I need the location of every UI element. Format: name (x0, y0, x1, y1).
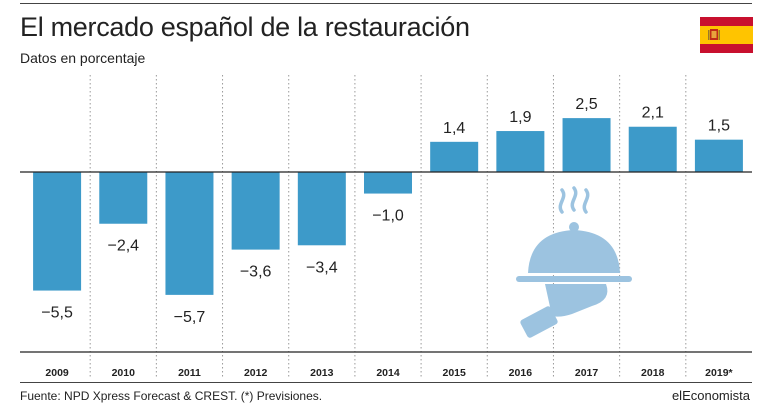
value-label: −5,7 (174, 309, 206, 326)
top-rule (20, 3, 752, 4)
bar-2019* (694, 139, 743, 173)
value-label: −3,6 (240, 264, 272, 281)
bar-2012 (231, 172, 280, 250)
category-label: 2014 (376, 367, 400, 379)
value-label: −3,4 (306, 259, 338, 276)
bar-2011 (165, 172, 214, 295)
category-label: 2011 (178, 367, 201, 379)
publisher-brand: elEconomista (671, 388, 750, 403)
bar-2009 (33, 172, 82, 291)
value-label: 1,5 (708, 118, 730, 135)
category-label: 2013 (310, 367, 334, 379)
spain-flag-icon (700, 17, 753, 53)
value-label: −2,4 (107, 238, 139, 255)
value-label: −5,5 (41, 305, 73, 322)
serving-tray-hand-icon (516, 186, 632, 338)
bar-2010 (99, 172, 148, 224)
category-label: 2010 (112, 367, 136, 379)
value-label: 2,1 (642, 105, 664, 122)
bar-2016 (496, 131, 545, 173)
category-label: 2016 (509, 367, 533, 379)
bar-2015 (430, 141, 479, 173)
category-label: 2012 (244, 367, 268, 379)
value-label: −1,0 (372, 208, 404, 225)
category-label: 2015 (443, 367, 467, 379)
value-label: 1,9 (509, 109, 531, 126)
category-label: 2019* (705, 367, 733, 379)
bar-2017 (562, 118, 611, 173)
source-note: Fuente: NPD Xpress Forecast & CREST. (*)… (20, 389, 323, 403)
bar-2014 (364, 172, 412, 194)
chart-title: El mercado español de la restauración (20, 12, 470, 42)
category-label: 2009 (45, 367, 69, 379)
category-label: 2018 (641, 367, 665, 379)
category-label: 2017 (575, 367, 599, 379)
bar-2013 (297, 172, 346, 246)
bottom-rule (20, 382, 752, 383)
value-label: 1,4 (443, 120, 465, 137)
value-label: 2,5 (575, 96, 597, 113)
bar-2018 (628, 126, 677, 173)
chart-subtitle: Datos en porcentaje (20, 50, 146, 66)
